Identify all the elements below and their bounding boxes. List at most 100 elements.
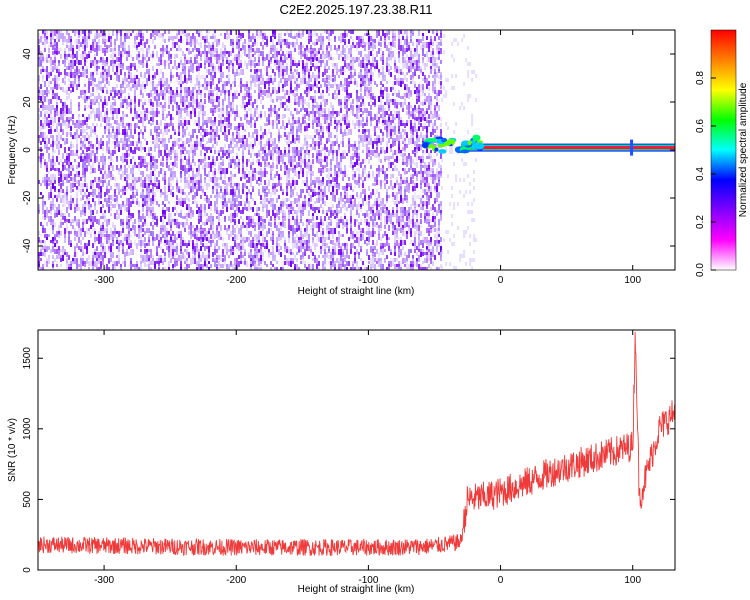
heatmap-cell (174, 141, 176, 147)
heatmap-cell (44, 240, 46, 246)
heatmap-cell (120, 60, 122, 64)
heatmap-cell (204, 228, 206, 231)
heatmap-cell (294, 108, 296, 111)
heatmap-cell (294, 168, 296, 172)
heatmap-cell (242, 168, 244, 174)
heatmap-cell (128, 123, 130, 128)
heatmap-cell (292, 123, 294, 128)
heatmap-cell (138, 102, 140, 107)
heatmap-cell (292, 138, 294, 143)
heatmap-cell (84, 168, 86, 174)
heatmap-cell (180, 246, 182, 251)
heatmap-cell (208, 249, 210, 253)
heatmap-cell (158, 30, 160, 33)
heatmap-cell (296, 63, 298, 68)
heatmap-cell (130, 249, 132, 255)
heatmap-cell (144, 159, 146, 164)
heatmap-cell (218, 66, 220, 71)
heatmap-cell (232, 231, 234, 235)
heatmap-cell (298, 201, 300, 207)
heatmap-cell (44, 177, 46, 182)
heatmap-cell (116, 165, 118, 170)
heatmap-cell (260, 225, 262, 228)
heatmap-cell (274, 57, 276, 60)
heatmap-cell (150, 153, 152, 156)
heatmap-cell (274, 51, 276, 55)
heatmap-cell (290, 219, 292, 224)
heatmap-cell (166, 78, 168, 81)
heatmap-cell (118, 57, 120, 62)
heatmap-cell (200, 57, 202, 61)
heatmap-cell (282, 57, 284, 62)
heatmap-cell (184, 93, 186, 98)
heatmap-cell (76, 72, 78, 76)
heatmap-cell (196, 39, 198, 44)
heatmap-cell (172, 165, 174, 170)
heatmap-cell (56, 111, 58, 116)
heatmap-cell (284, 150, 286, 155)
heatmap-cell (198, 90, 200, 95)
heatmap-cell (102, 225, 104, 229)
heatmap-cell (250, 60, 252, 66)
heatmap-cell (276, 243, 278, 247)
heatmap-cell (204, 207, 206, 213)
heatmap-cell (168, 96, 170, 102)
heatmap-cell (286, 141, 288, 145)
heatmap-cell (288, 204, 290, 207)
heatmap-cell (234, 159, 236, 162)
heatmap-cell (210, 93, 212, 98)
heatmap-cell (176, 42, 178, 45)
heatmap-cell (160, 33, 162, 38)
heatmap-cell (274, 186, 276, 189)
heatmap-cell (94, 156, 96, 161)
heatmap-cell (244, 258, 246, 264)
heatmap-cell (148, 192, 150, 196)
heatmap-cell (88, 153, 90, 156)
heatmap-cell (242, 237, 244, 241)
heatmap-cell (110, 156, 112, 161)
heatmap-cell (248, 243, 250, 247)
heatmap-cell (182, 159, 184, 164)
heatmap-cell (144, 201, 146, 206)
heatmap-cell (168, 63, 170, 69)
heatmap-cell (58, 168, 60, 172)
heatmap-cell (288, 216, 290, 221)
heatmap-cell (38, 252, 40, 256)
heatmap-cell (240, 33, 242, 39)
heatmap-cell (88, 204, 90, 210)
heatmap-cell (156, 69, 158, 75)
heatmap-cell (204, 255, 206, 261)
heatmap-cell (220, 156, 222, 160)
heatmap-cell (138, 135, 140, 138)
heatmap-cell (58, 246, 60, 250)
heatmap-cell (66, 195, 68, 200)
heatmap-cell (114, 120, 116, 124)
heatmap-cell (90, 114, 92, 119)
heatmap-cell (254, 39, 256, 44)
heatmap-cell (262, 237, 264, 241)
heatmap-cell (286, 174, 288, 180)
heatmap-cell (210, 240, 212, 245)
heatmap-cell (200, 231, 202, 235)
heatmap-cell (108, 240, 110, 243)
heatmap-cell (98, 33, 100, 38)
heatmap-cell (180, 240, 182, 244)
heatmap-cell (174, 222, 176, 225)
heatmap-cell (106, 102, 108, 106)
heatmap-cell (112, 87, 114, 92)
heatmap-cell (274, 75, 276, 79)
heatmap-cell (238, 51, 240, 57)
heatmap-cell (90, 126, 92, 132)
heatmap-cell (202, 111, 204, 115)
heatmap-cell (238, 192, 240, 198)
heatmap-cell (266, 138, 268, 141)
heatmap-cell (166, 84, 168, 87)
heatmap-cell (196, 225, 198, 230)
heatmap-cell (280, 201, 282, 206)
heatmap-cell (138, 57, 140, 62)
heatmap-cell (134, 159, 136, 162)
heatmap-cell (166, 144, 168, 150)
heatmap-cell (108, 174, 110, 178)
heatmap-cell (258, 222, 260, 226)
heatmap-cell (162, 45, 164, 48)
